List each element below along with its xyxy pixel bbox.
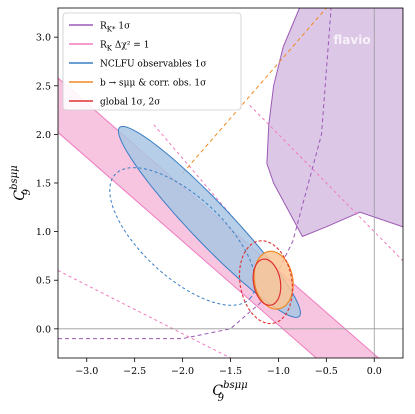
x-axis-ticks: −3.0 −2.5 −2.0 −1.5 −1.0 −0.5 0.0	[75, 358, 382, 377]
legend-label-sub: K	[107, 45, 113, 53]
x-axis-title-base: C	[212, 383, 223, 399]
legend-label-main: R	[100, 41, 107, 51]
legend-label: RK Δχ² = 1	[100, 41, 149, 53]
x-tick-label: −2.5	[123, 366, 146, 377]
y-tick-label: 2.5	[36, 81, 51, 92]
rk-dashed-line-0	[58, 270, 231, 358]
global-1sigma-contour	[252, 258, 282, 306]
x-axis-title-sub: 9	[218, 393, 225, 404]
y-tick-label: 2.0	[36, 130, 51, 141]
nclfu-dashed-contour	[109, 167, 256, 306]
legend-label-main: R	[100, 22, 107, 32]
y-axis-title-sub: 9	[22, 188, 33, 195]
x-axis-title: Cbsμμ 9	[212, 380, 247, 404]
rkstar-1sigma-region	[266, 8, 403, 238]
reference-lines	[58, 8, 403, 358]
bsmumu-1sigma-region	[253, 250, 294, 310]
y-tick-label: 3.0	[36, 33, 51, 44]
y-axis-title-base: C	[12, 190, 28, 201]
bsmumu-dashed-curve	[182, 8, 327, 174]
legend-label-rest: Δχ² = 1	[112, 41, 149, 51]
legend-label: NCLFU observables 1σ	[100, 60, 207, 70]
rk-dashed-line-2	[249, 104, 403, 262]
legend-box	[62, 12, 242, 111]
legend-label-rest: 1σ	[116, 22, 131, 32]
regions-layer	[58, 8, 403, 358]
legend-label-main: NCLFU observables 1σ	[100, 60, 207, 70]
x-tick-label: 0.0	[367, 366, 382, 377]
x-tick-label: −0.5	[315, 366, 338, 377]
legend-label: b → sμμ & corr. obs. 1σ	[100, 79, 206, 89]
legend-label: RK* 1σ	[100, 22, 130, 34]
x-axis-title-sup: bsμμ	[223, 380, 248, 391]
rk-band-edge-lower	[58, 132, 317, 358]
y-axis-title: Cbsμμ9	[9, 165, 33, 200]
y-axis-ticks: 0.0 0.5 1.0 1.5 2.0 2.5 3.0	[36, 33, 58, 335]
global-2sigma-contour	[238, 240, 293, 325]
watermark-text: flavio	[333, 33, 370, 47]
x-tick-label: −2.0	[171, 366, 194, 377]
y-tick-label: 1.5	[36, 179, 51, 190]
rk-dashed-line-1	[153, 124, 279, 271]
legend-label-sub: K*	[107, 26, 116, 34]
y-axis-title-sup: bsμμ	[9, 165, 20, 190]
y-tick-label: 1.0	[36, 227, 51, 238]
y-tick-label: 0.0	[36, 324, 51, 335]
x-tick-label: −1.5	[219, 366, 242, 377]
y-tick-label: 0.5	[36, 276, 51, 287]
x-tick-label: −1.0	[267, 366, 290, 377]
legend-label-main: global 1σ, 2σ	[100, 98, 160, 108]
legend-label-main: b → sμμ & corr. obs. 1σ	[100, 79, 206, 89]
x-tick-label: −3.0	[75, 366, 98, 377]
legend-label: global 1σ, 2σ	[100, 98, 160, 108]
